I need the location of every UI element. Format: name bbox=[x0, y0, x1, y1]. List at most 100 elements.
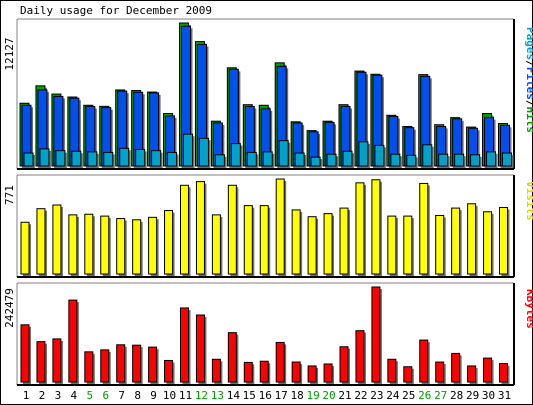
bar-kbytes-day-26 bbox=[419, 339, 429, 383]
day-label-15: 15 bbox=[243, 389, 256, 402]
bar-kbytes-day-30 bbox=[483, 357, 493, 383]
bar-visits-day-18 bbox=[291, 209, 301, 275]
bar-pages-day-27 bbox=[438, 153, 449, 167]
day-label-16: 16 bbox=[259, 389, 272, 402]
kbytes-axis-label: KBytes bbox=[524, 289, 533, 329]
panel-3-ymax-label: 242479 bbox=[3, 288, 16, 328]
bar-visits-day-14 bbox=[227, 184, 237, 275]
day-label-20: 20 bbox=[322, 389, 335, 402]
bar-kbytes-day-3 bbox=[52, 338, 62, 383]
bar-kbytes-day-24 bbox=[387, 358, 397, 383]
day-label-11: 11 bbox=[179, 389, 192, 402]
day-label-6: 6 bbox=[102, 389, 109, 402]
bar-kbytes-day-29 bbox=[467, 365, 477, 383]
day-label-27: 27 bbox=[434, 389, 447, 402]
bar-kbytes-day-23 bbox=[371, 286, 381, 383]
bar-kbytes-day-13 bbox=[211, 358, 221, 383]
bar-pages-day-23 bbox=[374, 144, 385, 167]
bar-kbytes-day-16 bbox=[259, 360, 269, 383]
bar-kbytes-day-20 bbox=[323, 363, 333, 383]
bar-visits-day-9 bbox=[148, 216, 158, 275]
bar-visits-day-24 bbox=[387, 215, 397, 275]
bar-pages-day-18 bbox=[294, 152, 305, 167]
bar-pages-day-6 bbox=[103, 151, 114, 167]
bar-kbytes-day-17 bbox=[275, 341, 285, 383]
day-label-29: 29 bbox=[466, 389, 479, 402]
bar-visits-day-25 bbox=[403, 215, 413, 275]
bar-visits-day-10 bbox=[164, 210, 174, 275]
bar-visits-day-11 bbox=[180, 184, 189, 275]
pages-files-hits-axis-label: Pages/Files/Hits bbox=[524, 27, 533, 133]
bar-pages-day-3 bbox=[55, 150, 66, 167]
bar-visits-day-23 bbox=[371, 179, 381, 275]
bar-pages-day-31 bbox=[502, 152, 512, 167]
bar-pages-day-17 bbox=[278, 140, 289, 167]
day-label-7: 7 bbox=[118, 389, 125, 402]
day-label-3: 3 bbox=[55, 389, 62, 402]
bar-visits-day-17 bbox=[275, 178, 285, 275]
bar-visits-day-2 bbox=[36, 208, 46, 275]
day-label-14: 14 bbox=[227, 389, 241, 402]
axis-label-part: Files bbox=[524, 67, 533, 100]
bar-visits-day-29 bbox=[467, 203, 477, 275]
bar-visits-day-13 bbox=[211, 214, 221, 275]
axis-label-part: / bbox=[524, 60, 533, 67]
bar-visits-day-20 bbox=[323, 213, 333, 275]
bar-pages-day-16 bbox=[262, 151, 273, 167]
bar-visits-day-21 bbox=[339, 207, 349, 275]
bar-kbytes-day-4 bbox=[68, 299, 78, 383]
bar-pages-day-5 bbox=[87, 151, 98, 167]
bar-kbytes-day-22 bbox=[355, 330, 365, 383]
bar-kbytes-day-9 bbox=[148, 346, 158, 383]
bar-pages-day-12 bbox=[198, 137, 209, 167]
day-label-1: 1 bbox=[23, 389, 30, 402]
day-label-23: 23 bbox=[370, 389, 383, 402]
chart-title: Daily usage for December 2009 bbox=[20, 4, 212, 17]
bar-kbytes-day-14 bbox=[227, 332, 237, 383]
bar-pages-day-25 bbox=[406, 154, 417, 167]
bar-visits-day-7 bbox=[116, 218, 126, 275]
bar-kbytes-day-15 bbox=[243, 361, 253, 383]
bar-visits-day-15 bbox=[243, 205, 253, 275]
day-label-8: 8 bbox=[134, 389, 141, 402]
bar-visits-day-3 bbox=[52, 204, 62, 275]
bar-pages-day-7 bbox=[119, 147, 130, 167]
bar-pages-day-11 bbox=[183, 133, 193, 167]
day-label-25: 25 bbox=[402, 389, 415, 402]
bar-kbytes-day-10 bbox=[164, 359, 174, 383]
bar-pages-day-10 bbox=[167, 151, 178, 167]
bar-pages-day-20 bbox=[326, 153, 337, 167]
bar-pages-day-28 bbox=[454, 153, 465, 167]
bar-visits-day-19 bbox=[307, 216, 317, 275]
bar-kbytes-day-31 bbox=[499, 363, 508, 383]
day-label-9: 9 bbox=[150, 389, 157, 402]
bar-visits-day-22 bbox=[355, 182, 365, 275]
axis-label-part: Pages bbox=[524, 27, 533, 60]
bar-visits-day-8 bbox=[132, 219, 142, 275]
bar-kbytes-day-19 bbox=[307, 365, 317, 383]
bar-kbytes-day-6 bbox=[100, 349, 110, 383]
bar-kbytes-day-12 bbox=[195, 314, 205, 383]
bar-visits-day-27 bbox=[435, 214, 445, 275]
bar-visits-day-26 bbox=[419, 182, 429, 275]
bar-pages-day-29 bbox=[470, 154, 481, 167]
day-label-24: 24 bbox=[386, 389, 400, 402]
day-label-17: 17 bbox=[275, 389, 288, 402]
bar-pages-day-2 bbox=[39, 148, 50, 167]
bar-pages-day-30 bbox=[486, 151, 497, 167]
day-label-30: 30 bbox=[482, 389, 495, 402]
bar-pages-day-9 bbox=[151, 150, 162, 167]
axis-label-part: / bbox=[524, 100, 533, 107]
bar-pages-day-13 bbox=[214, 154, 225, 167]
visits-axis-label: Visits bbox=[524, 181, 533, 221]
day-label-26: 26 bbox=[418, 389, 431, 402]
axis-label-part: Hits bbox=[524, 107, 533, 134]
bar-visits-day-16 bbox=[259, 205, 269, 275]
bar-kbytes-day-1 bbox=[20, 324, 30, 383]
day-label-22: 22 bbox=[354, 389, 367, 402]
bar-kbytes-day-11 bbox=[180, 307, 189, 383]
bar-kbytes-day-21 bbox=[339, 346, 349, 383]
